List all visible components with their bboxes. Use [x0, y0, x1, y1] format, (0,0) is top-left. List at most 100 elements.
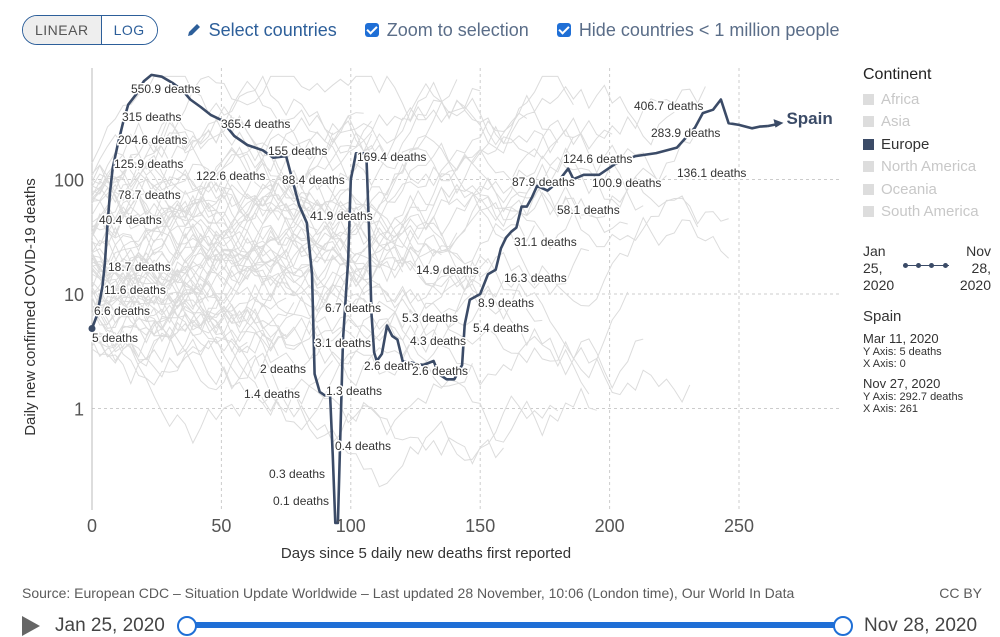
legend-item-africa[interactable]: Africa	[863, 88, 993, 111]
background-country-line	[91, 79, 458, 223]
background-country-line	[91, 253, 217, 339]
background-country-line	[91, 75, 667, 199]
sidebar: Continent Africa Asia Europe North America O…	[863, 66, 993, 415]
checkbox-checked-icon	[556, 23, 571, 37]
legend-label: South America	[881, 203, 979, 221]
select-countries-label: Select countries	[208, 19, 337, 40]
legend-label: North America	[881, 158, 977, 176]
data-label: 0.4 deaths	[335, 439, 391, 453]
arrow-icon	[773, 119, 784, 128]
data-label: 78.7 deaths	[118, 188, 181, 202]
legend-label: Africa	[881, 90, 920, 108]
data-label: 406.7 deaths	[634, 99, 703, 113]
data-label: 87.9 deaths	[512, 175, 575, 189]
legend-swatch	[863, 206, 874, 218]
background-country-line	[91, 81, 528, 195]
time-range-end: Nov 28, 2020	[959, 243, 991, 293]
pencil-icon	[187, 24, 200, 36]
data-label: 155 deaths	[268, 144, 327, 158]
tooltip-country: Spain	[863, 308, 902, 325]
x-tick-label: 0	[87, 516, 97, 536]
background-country-line	[91, 275, 691, 404]
data-label: 18.7 deaths	[108, 260, 171, 274]
data-label: 124.6 deaths	[563, 152, 632, 166]
background-country-line	[91, 300, 504, 465]
background-country-line	[91, 209, 535, 330]
tooltip-end-x: X Axis: 261	[863, 403, 919, 415]
tooltip-start-x: X Axis: 0	[863, 358, 906, 370]
data-label: 5 deaths	[92, 331, 138, 345]
log-scale-button[interactable]: LOG	[101, 16, 157, 44]
data-label: 2.6 deaths	[364, 359, 420, 373]
background-country-line	[91, 148, 582, 237]
background-country-line	[91, 233, 326, 296]
hide-small-countries-checkbox[interactable]: Hide countries < 1 million people	[556, 20, 839, 41]
x-tick-label: 150	[465, 516, 495, 536]
tooltip-end-y: Y Axis: 292.7 deaths	[863, 391, 964, 403]
background-country-line	[91, 171, 310, 225]
background-country-line	[91, 303, 279, 358]
background-country-line	[91, 136, 574, 241]
data-label: 16.3 deaths	[504, 271, 567, 285]
time-range-start: Jan 25, 2020	[863, 243, 895, 293]
license-link[interactable]: CC BY	[939, 585, 982, 601]
scale-toggle: LINEAR LOG	[22, 15, 158, 45]
source-footer: Source: European CDC – Situation Update …	[22, 585, 982, 601]
checkbox-checked-icon	[364, 23, 379, 37]
timeline: Jan 25, 2020 Nov 28, 2020	[0, 612, 1000, 636]
series-start-marker	[88, 324, 96, 332]
data-label: 11.6 deaths	[104, 283, 166, 297]
zoom-to-selection-checkbox[interactable]: Zoom to selection	[364, 20, 529, 41]
linear-scale-button[interactable]: LINEAR	[23, 16, 102, 44]
legend-label: Oceania	[881, 180, 937, 198]
toolbar: LINEAR LOG Select countries Zoom to sele…	[22, 14, 839, 46]
x-tick-label: 200	[595, 516, 625, 536]
data-label: 169.4 deaths	[357, 150, 426, 164]
background-country-line	[91, 87, 481, 307]
data-label: 550.9 deaths	[131, 82, 200, 96]
legend-label: Asia	[881, 113, 911, 131]
data-label: 2 deaths	[260, 362, 306, 376]
time-range-arrow-icon	[903, 263, 949, 269]
timeline-end-handle[interactable]	[833, 616, 853, 636]
data-label: 6.6 deaths	[94, 304, 150, 318]
x-axis-title: Days since 5 daily new deaths first repo…	[281, 545, 571, 562]
background-country-line	[91, 228, 295, 294]
timeline-track[interactable]	[185, 622, 841, 628]
series-end-label: Spain	[786, 109, 832, 128]
legend-item-north-america[interactable]: North America	[863, 156, 993, 179]
background-country-line	[91, 155, 644, 302]
data-label: 41.9 deaths	[310, 209, 373, 223]
legend-swatch	[863, 161, 874, 173]
legend-swatch	[863, 93, 874, 105]
background-country-line	[91, 147, 729, 337]
background-country-line	[91, 80, 372, 205]
data-label: 31.1 deaths	[514, 235, 577, 249]
legend-item-asia[interactable]: Asia	[863, 111, 993, 134]
background-country-line	[91, 251, 209, 302]
legend-item-oceania[interactable]: Oceania	[863, 178, 993, 201]
data-label: 4.3 deaths	[410, 334, 466, 348]
x-tick-label: 100	[336, 516, 366, 536]
background-country-line	[91, 119, 613, 280]
legend-swatch	[863, 183, 874, 195]
tooltip-end-date: Nov 27, 2020	[863, 376, 941, 391]
background-country-line	[91, 306, 248, 386]
background-country-line	[91, 203, 489, 314]
legend-item-europe[interactable]: Europe	[863, 133, 993, 156]
data-label: 315 deaths	[122, 110, 181, 124]
timeline-start-handle[interactable]	[177, 616, 197, 636]
data-label: 58.1 deaths	[557, 203, 620, 217]
legend-item-south-america[interactable]: South America	[863, 201, 993, 224]
background-country-line	[91, 320, 597, 443]
play-icon[interactable]	[22, 616, 40, 636]
tooltip-start-date: Mar 11, 2020	[863, 331, 939, 346]
select-countries-button[interactable]: Select countries	[186, 20, 337, 41]
background-country-line	[91, 183, 699, 296]
y-tick-label: 1	[74, 400, 84, 420]
background-country-line	[91, 84, 675, 222]
background-country-line	[91, 251, 287, 354]
background-country-line	[91, 86, 706, 246]
data-label: 1.4 deaths	[244, 387, 300, 401]
data-label: 0.1 deaths	[273, 494, 329, 508]
